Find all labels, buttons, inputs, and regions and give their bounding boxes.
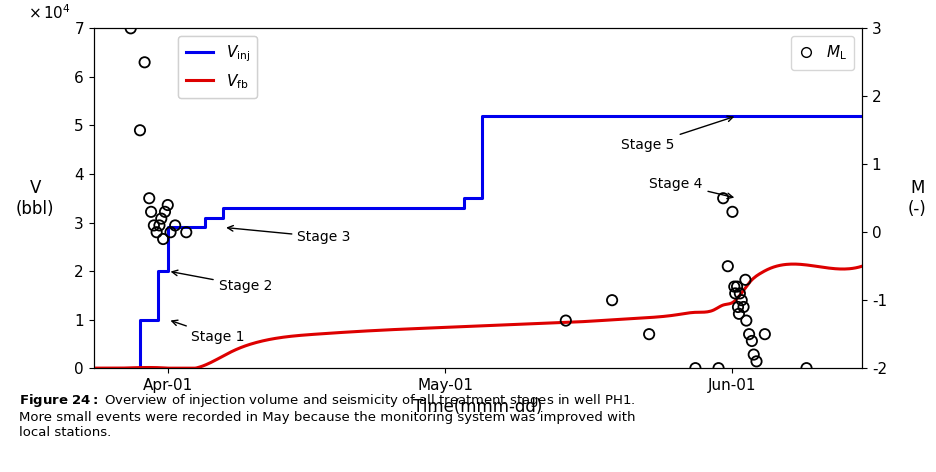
Point bbox=[729, 283, 744, 290]
Point bbox=[743, 337, 758, 345]
Text: Stage 1: Stage 1 bbox=[171, 320, 244, 344]
Point bbox=[732, 290, 747, 297]
Point bbox=[143, 208, 158, 216]
Point bbox=[687, 364, 702, 372]
Point bbox=[160, 201, 175, 209]
Point bbox=[727, 290, 742, 297]
Point bbox=[146, 222, 161, 229]
Point bbox=[726, 283, 741, 290]
Y-axis label: M
(-): M (-) bbox=[907, 179, 926, 218]
Point bbox=[155, 235, 170, 243]
Point bbox=[739, 317, 753, 324]
Point bbox=[168, 222, 183, 229]
Point bbox=[710, 364, 725, 372]
Point bbox=[179, 228, 194, 236]
Text: Stage 2: Stage 2 bbox=[172, 270, 271, 293]
Point bbox=[798, 364, 813, 372]
Text: Stage 3: Stage 3 bbox=[227, 226, 350, 244]
Point bbox=[149, 228, 164, 236]
Text: Stage 5: Stage 5 bbox=[621, 116, 732, 152]
Point bbox=[163, 228, 178, 236]
Point bbox=[604, 296, 619, 304]
Point bbox=[734, 296, 749, 304]
Text: $\mathbf{Figure\ 24:}$ Overview of injection volume and seismicity of all treatm: $\mathbf{Figure\ 24:}$ Overview of injec… bbox=[19, 392, 635, 439]
Point bbox=[157, 208, 172, 216]
Point bbox=[740, 330, 755, 338]
Point bbox=[730, 303, 745, 311]
Point bbox=[641, 330, 656, 338]
Point bbox=[141, 194, 156, 202]
Point bbox=[132, 126, 147, 134]
Point bbox=[738, 276, 753, 284]
Point bbox=[715, 194, 730, 202]
Point bbox=[558, 317, 573, 324]
Point bbox=[720, 262, 735, 270]
Text: $\times\,10^4$: $\times\,10^4$ bbox=[28, 3, 71, 22]
Point bbox=[724, 208, 739, 216]
Point bbox=[152, 222, 167, 229]
Text: Stage 4: Stage 4 bbox=[649, 177, 732, 199]
X-axis label: Time(mmm-dd): Time(mmm-dd) bbox=[413, 398, 542, 416]
Point bbox=[736, 303, 751, 311]
Y-axis label: V
(bbl): V (bbl) bbox=[16, 179, 54, 218]
Point bbox=[756, 330, 771, 338]
Legend: $V_{\mathregular{inj}}$, $V_{\mathregular{fb}}$: $V_{\mathregular{inj}}$, $V_{\mathregula… bbox=[178, 36, 257, 98]
Point bbox=[731, 310, 746, 318]
Point bbox=[748, 358, 763, 365]
Point bbox=[124, 25, 139, 32]
Point bbox=[745, 351, 760, 358]
Point bbox=[137, 59, 152, 66]
Point bbox=[154, 215, 168, 222]
Legend: $M_{\mathregular{L}}$: $M_{\mathregular{L}}$ bbox=[790, 36, 854, 70]
